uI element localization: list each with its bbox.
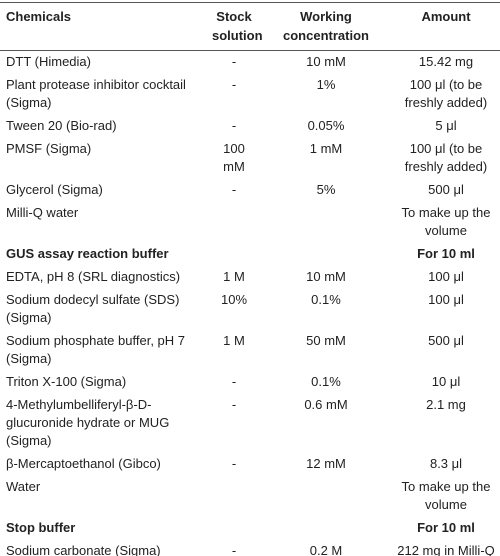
table-row: Triton X-100 (Sigma) - 0.1% 10 μl	[0, 371, 500, 394]
table-row: Water To make up the volume	[0, 476, 500, 517]
amount-cell: 100 μl (to be freshly added)	[404, 141, 488, 174]
stock-cell: 10%	[220, 292, 248, 307]
working-cell: 0.1%	[311, 292, 341, 307]
table-header: Chemicals Stock solution Working concent…	[0, 2, 500, 51]
empty-cell	[208, 202, 392, 243]
chemical-cell: EDTA, pH 8 (SRL diagnostics)	[6, 269, 181, 284]
table-row: Sodium dodecyl sulfate (SDS) (Sigma) 10% 0…	[0, 289, 500, 330]
working-cell: 0.05%	[307, 118, 345, 133]
header-cell: Stock solution	[208, 2, 263, 51]
working-cell: 1%	[316, 77, 336, 92]
working-cell: 0.1%	[311, 374, 341, 389]
chemical-cell: Triton X-100 (Sigma)	[6, 374, 127, 389]
chemical-cell: Sodium phosphate buffer, pH 7 (Sigma)	[6, 333, 185, 366]
chemical-cell: Glycerol (Sigma)	[6, 182, 103, 197]
table-row: PMSF (Sigma) 100 mM 1 mM 100 μl (to be fres…	[0, 138, 500, 179]
chemical-cell: β-Mercaptoethanol (Gibco)	[6, 456, 161, 471]
amount-cell: 100 μl	[428, 292, 464, 307]
amount-cell: To make up the volume	[401, 479, 491, 512]
stock-cell: -	[231, 543, 237, 556]
stock-cell: -	[231, 374, 237, 389]
working-cell: 10 mM	[306, 54, 346, 69]
amount-cell: 2.1 mg	[426, 397, 466, 412]
amount-cell: 8.3 μl	[429, 456, 463, 471]
chemical-cell: Milli-Q water	[6, 205, 79, 220]
amount-cell: 212 mg in Milli-Q	[397, 543, 495, 556]
amount-cell: 500 μl	[428, 182, 464, 197]
table-row: Glycerol (Sigma) - 5% 500 μl	[0, 179, 500, 202]
working-cell: 5%	[316, 182, 336, 197]
chemical-cell: DTT (Himedia)	[6, 54, 91, 69]
stock-cell: -	[231, 54, 237, 69]
working-cell: 0.2 M	[309, 543, 343, 556]
header-cell: Working concentration	[260, 2, 392, 51]
table-row: Milli-Q water To make up the volume	[0, 202, 500, 243]
section-row: GUS assay reaction buffer For 10 ml	[0, 243, 500, 266]
chemical-cell: Tween 20 (Bio-rad)	[6, 118, 117, 133]
amount-cell: 100 μl (to be freshly added)	[404, 77, 488, 110]
stock-cell: -	[231, 456, 237, 471]
amount-cell: 500 μl	[428, 333, 464, 348]
section-title: Stop buffer	[6, 520, 76, 535]
header-row: Chemicals Stock solution Working concent…	[0, 2, 500, 51]
chemical-cell: Water	[6, 479, 41, 494]
section-amount: For 10 ml	[417, 520, 475, 535]
working-cell: 1 mM	[309, 141, 343, 156]
stock-cell: 1 M	[223, 333, 245, 348]
stock-cell: -	[231, 77, 237, 92]
amount-cell: 15.42 mg	[418, 54, 474, 69]
stock-cell: -	[231, 397, 237, 412]
stock-cell: -	[231, 118, 237, 133]
working-cell: 0.6 mM	[304, 397, 348, 412]
section-title: GUS assay reaction buffer	[6, 246, 169, 261]
table-body: DTT (Himedia) - 10 mM 15.42 mg Plant proteas…	[0, 51, 500, 556]
empty-cell	[208, 476, 392, 517]
table-row: Plant protease inhibitor cocktail (Sigma…	[0, 74, 500, 115]
section-amount: For 10 ml	[417, 246, 475, 261]
table-row: 4-Methylumbelliferyl-β-D-glucuronide hyd…	[0, 394, 500, 453]
chemical-cell: 4-Methylumbelliferyl-β-D-glucuronide hyd…	[6, 397, 170, 448]
working-cell: 50 mM	[306, 333, 346, 348]
working-cell: 10 mM	[306, 269, 346, 284]
table-row: β-Mercaptoethanol (Gibco) - 12 mM 8.3 μl	[0, 453, 500, 476]
header-cell: Amount	[392, 2, 500, 51]
amount-cell: 100 μl	[428, 269, 464, 284]
amount-cell: 5 μl	[435, 118, 457, 133]
chemical-cell: Sodium carbonate (Sigma)	[6, 543, 161, 556]
table-row: Tween 20 (Bio-rad) - 0.05% 5 μl	[0, 115, 500, 138]
working-cell: 12 mM	[306, 456, 346, 471]
chemical-cell: Sodium dodecyl sulfate (SDS) (Sigma)	[6, 292, 180, 325]
stock-cell: -	[231, 182, 237, 197]
chemical-cell: Plant protease inhibitor cocktail (Sigma…	[6, 77, 186, 110]
header-cell: Chemicals	[0, 2, 208, 51]
amount-cell: 10 μl	[431, 374, 461, 389]
table-row: DTT (Himedia) - 10 mM 15.42 mg	[0, 51, 500, 75]
section-row: Stop buffer For 10 ml	[0, 517, 500, 540]
table-row: Sodium carbonate (Sigma) - 0.2 M 212 mg in …	[0, 540, 500, 556]
table-row: Sodium phosphate buffer, pH 7 (Sigma) 1 M…	[0, 330, 500, 371]
stock-cell: 100 mM	[223, 141, 245, 174]
table-row: EDTA, pH 8 (SRL diagnostics) 1 M 10 mM 100 …	[0, 266, 500, 289]
amount-cell: To make up the volume	[401, 205, 491, 238]
chemical-cell: PMSF (Sigma)	[6, 141, 92, 156]
stock-cell: 1 M	[223, 269, 245, 284]
